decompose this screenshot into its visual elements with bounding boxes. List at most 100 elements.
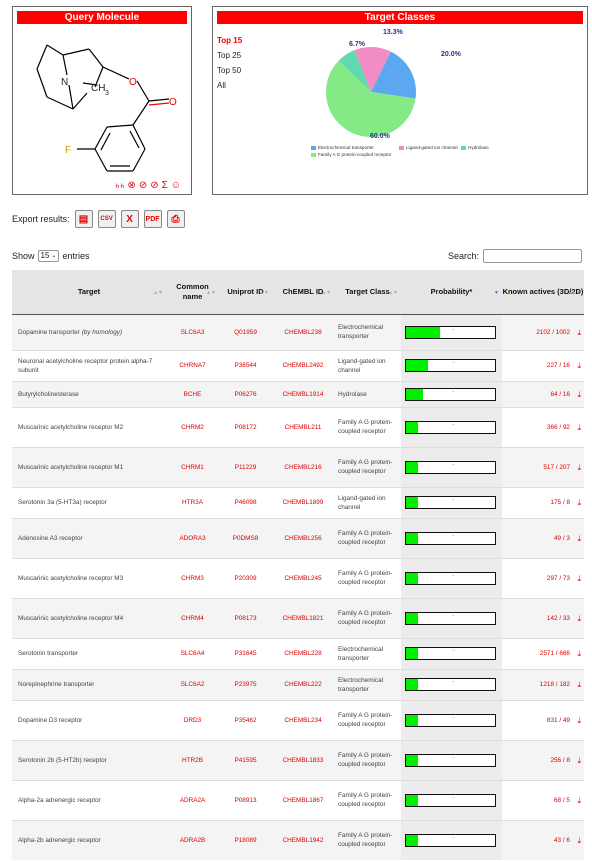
- cell-common-name[interactable]: DRD3: [166, 699, 219, 740]
- header-common-name[interactable]: Common name ▲▼: [166, 270, 219, 315]
- chembl-link[interactable]: CHEMBL256: [284, 534, 322, 542]
- known-actives-link[interactable]: 256 / 8: [550, 756, 570, 764]
- cell-uniprot[interactable]: P31645: [219, 637, 272, 669]
- known-actives-link[interactable]: 68 / 5: [554, 796, 570, 804]
- known-actives-link[interactable]: 831 / 49: [546, 716, 570, 724]
- uniprot-link[interactable]: P08913: [234, 796, 257, 804]
- known-actives-link[interactable]: 1218 / 182: [539, 681, 570, 688]
- chembl-link[interactable]: CHEMBL211: [284, 423, 322, 431]
- cell-common-name[interactable]: CHRM2: [166, 406, 219, 447]
- download-icon[interactable]: ⤓: [577, 327, 581, 337]
- cell-uniprot[interactable]: P11229: [219, 446, 272, 487]
- cell-known-actives[interactable]: 2102 / 1002 ⤓: [502, 313, 584, 350]
- cell-chembl[interactable]: CHEMBL2492: [272, 349, 334, 381]
- chembl-link[interactable]: CHEMBL1821: [282, 614, 324, 622]
- print-button[interactable]: ⎙: [166, 210, 185, 228]
- common-name-link[interactable]: ADORA3: [179, 534, 206, 542]
- cell-chembl[interactable]: CHEMBL256: [272, 517, 334, 558]
- download-icon[interactable]: ⤓: [577, 715, 581, 725]
- cell-uniprot[interactable]: P08172: [219, 406, 272, 447]
- cell-chembl[interactable]: CHEMBL238: [272, 313, 334, 350]
- common-name-link[interactable]: ADRA2B: [179, 836, 206, 844]
- common-name-link[interactable]: CHRM3: [181, 574, 204, 582]
- uniprot-link[interactable]: P06276: [234, 390, 257, 398]
- cell-common-name[interactable]: HTR2B: [166, 739, 219, 780]
- download-icon[interactable]: ⤓: [577, 422, 581, 432]
- known-actives-link[interactable]: 2102 / 1002: [536, 328, 570, 336]
- common-name-link[interactable]: HTR2B: [182, 756, 203, 764]
- known-actives-link[interactable]: 175 / 8: [550, 499, 570, 506]
- uniprot-link[interactable]: P46098: [234, 499, 257, 506]
- cell-known-actives[interactable]: 2571 / 666 ⤓: [502, 637, 584, 669]
- download-icon[interactable]: ⤓: [577, 613, 581, 623]
- block-icon[interactable]: ⊘: [150, 180, 160, 191]
- cell-uniprot[interactable]: Q01959: [219, 313, 272, 350]
- known-actives-link[interactable]: 227 / 16: [546, 362, 570, 369]
- chembl-link[interactable]: CHEMBL1833: [282, 756, 324, 764]
- cell-common-name[interactable]: SLC6A2: [166, 668, 219, 700]
- hydrogens-icon[interactable]: ₕₕ: [115, 180, 126, 191]
- pie-slice-gpcr[interactable]: [326, 60, 416, 137]
- pie-slice-electro[interactable]: [371, 51, 416, 99]
- cell-known-actives[interactable]: 256 / 8 ⤓: [502, 739, 584, 780]
- known-actives-link[interactable]: 297 / 73: [546, 574, 570, 582]
- download-icon[interactable]: ⤓: [577, 389, 581, 399]
- cell-chembl[interactable]: CHEMBL211: [272, 406, 334, 447]
- cell-chembl[interactable]: CHEMBL1867: [272, 779, 334, 820]
- download-icon[interactable]: ⤓: [577, 680, 581, 689]
- header-target[interactable]: Target ▲▼: [12, 270, 166, 315]
- cell-chembl[interactable]: CHEMBL245: [272, 557, 334, 598]
- cell-known-actives[interactable]: 297 / 73 ⤓: [502, 557, 584, 598]
- cell-uniprot[interactable]: P06276: [219, 380, 272, 407]
- cell-common-name[interactable]: SLC6A3: [166, 313, 219, 350]
- cell-chembl[interactable]: CHEMBL216: [272, 446, 334, 487]
- chembl-link[interactable]: CHEMBL1942: [282, 836, 324, 844]
- cell-known-actives[interactable]: 175 / 8 ⤓: [502, 486, 584, 518]
- cell-known-actives[interactable]: 831 / 49 ⤓: [502, 699, 584, 740]
- cell-common-name[interactable]: BCHE: [166, 380, 219, 407]
- uniprot-link[interactable]: P41595: [234, 756, 257, 764]
- uniprot-link[interactable]: P31645: [234, 650, 257, 657]
- download-icon[interactable]: ⤓: [577, 533, 581, 543]
- header-uniprot-id[interactable]: Uniprot ID ▲▼: [219, 270, 272, 315]
- option-all[interactable]: All: [217, 81, 226, 90]
- cell-uniprot[interactable]: P08913: [219, 779, 272, 820]
- common-name-link[interactable]: SLC6A3: [180, 328, 205, 336]
- download-icon[interactable]: ⤓: [577, 649, 581, 658]
- uniprot-link[interactable]: P08172: [234, 423, 257, 431]
- cell-common-name[interactable]: CHRM3: [166, 557, 219, 598]
- header-chembl-id[interactable]: ChEMBL ID ▲▼: [272, 270, 334, 315]
- cell-common-name[interactable]: ADRA2A: [166, 779, 219, 820]
- chembl-link[interactable]: CHEMBL216: [284, 463, 322, 471]
- uniprot-link[interactable]: P08173: [234, 614, 257, 622]
- common-name-link[interactable]: DRD3: [183, 716, 202, 724]
- chembl-link[interactable]: CHEMBL228: [284, 650, 322, 657]
- cell-uniprot[interactable]: P18089: [219, 819, 272, 860]
- cell-common-name[interactable]: HTR3A: [166, 486, 219, 518]
- uniprot-link[interactable]: P11229: [234, 463, 257, 471]
- chembl-link[interactable]: CHEMBL2492: [282, 362, 324, 369]
- header-probability[interactable]: Probability* ▼: [401, 270, 502, 315]
- known-actives-link[interactable]: 517 / 207: [543, 463, 570, 471]
- cell-common-name[interactable]: CHRM4: [166, 597, 219, 638]
- option-top-15[interactable]: Top 15: [217, 36, 243, 45]
- download-icon[interactable]: ⤓: [577, 573, 581, 583]
- chembl-link[interactable]: CHEMBL245: [284, 574, 322, 582]
- uniprot-link[interactable]: Q01959: [234, 328, 257, 336]
- cell-known-actives[interactable]: 68 / 5 ⤓: [502, 779, 584, 820]
- common-name-link[interactable]: HTR3A: [182, 499, 203, 506]
- known-actives-link[interactable]: 43 / 6: [554, 836, 570, 844]
- cell-chembl[interactable]: CHEMBL1914: [272, 380, 334, 407]
- sigma-icon[interactable]: Σ: [161, 180, 169, 191]
- option-top-25[interactable]: Top 25: [217, 51, 242, 60]
- export-pdf-button[interactable]: PDF: [143, 210, 162, 228]
- common-name-link[interactable]: SLC6A4: [180, 650, 205, 657]
- cell-uniprot[interactable]: P35462: [219, 699, 272, 740]
- pill-icon[interactable]: ⊘: [138, 180, 149, 191]
- cell-known-actives[interactable]: 227 / 16 ⤓: [502, 349, 584, 381]
- pie-slice-ligand[interactable]: [354, 47, 391, 92]
- common-name-link[interactable]: CHRM1: [181, 463, 204, 471]
- uniprot-link[interactable]: P35462: [234, 716, 257, 724]
- common-name-link[interactable]: CHRM2: [181, 423, 204, 431]
- known-actives-link[interactable]: 49 / 3: [554, 534, 570, 542]
